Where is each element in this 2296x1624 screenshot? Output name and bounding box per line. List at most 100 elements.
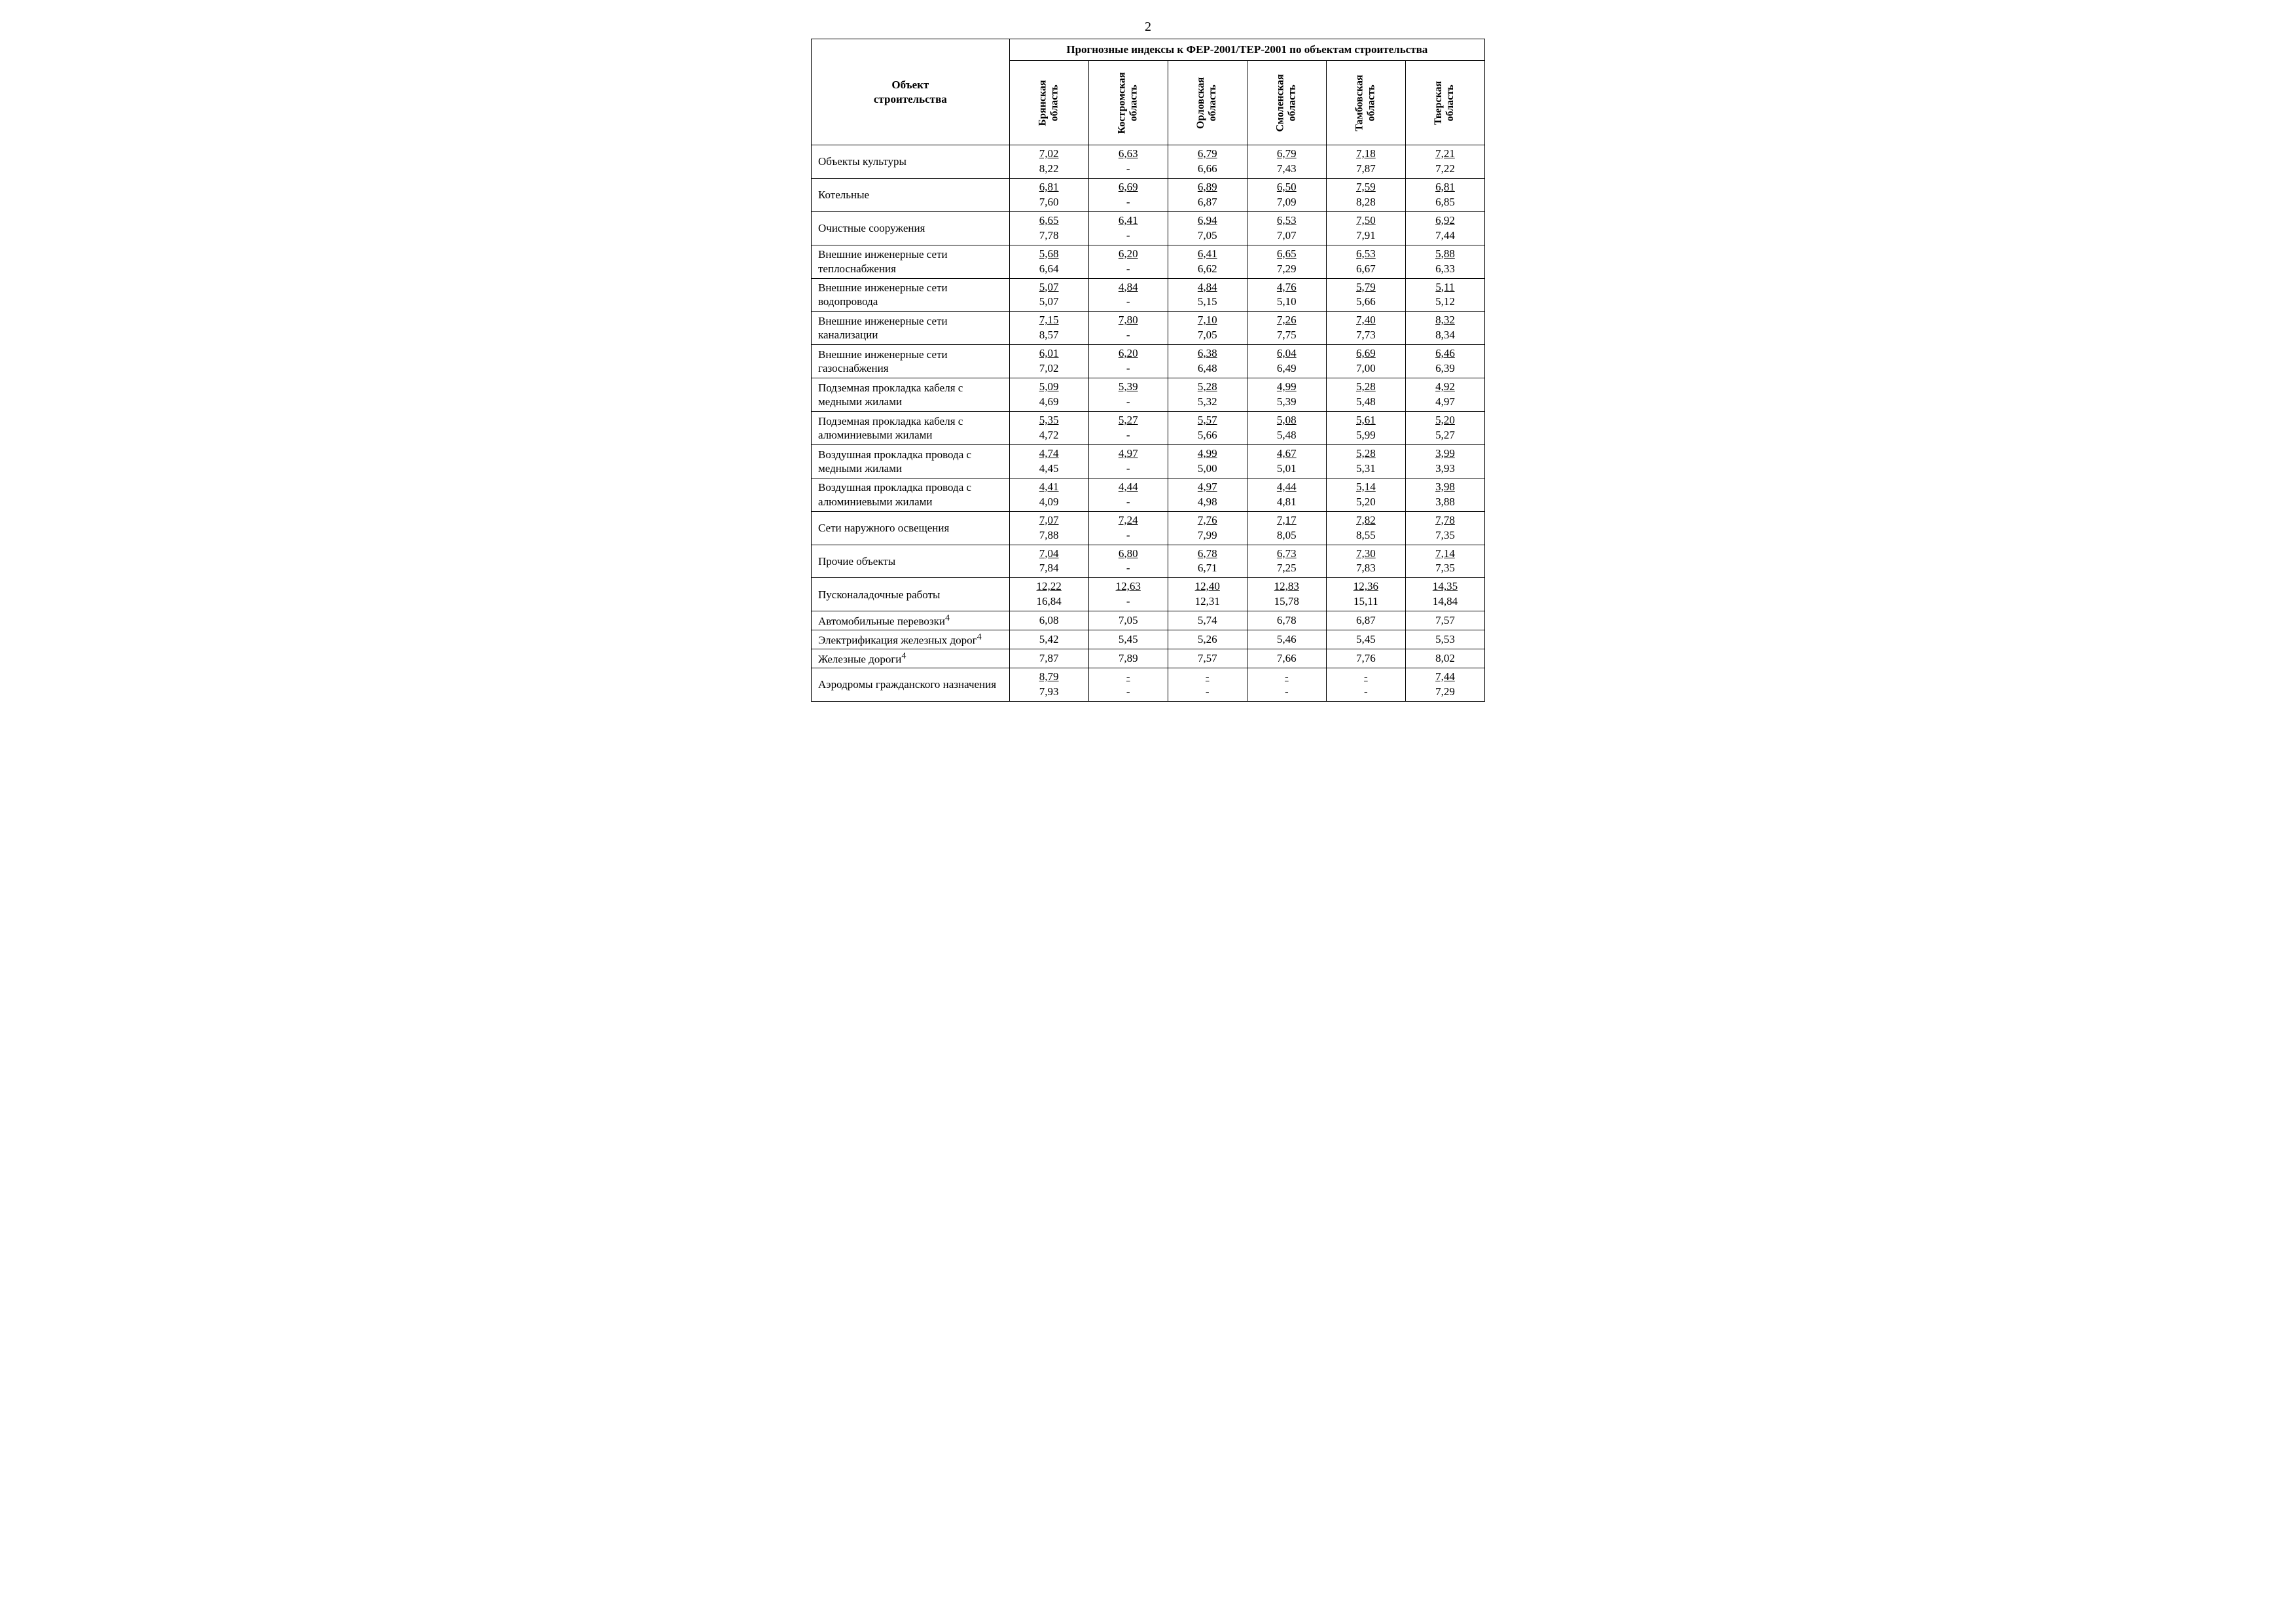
header-title: Прогнозные индексы к ФЕР-2001/ТЕР-2001 п… <box>1009 39 1484 61</box>
value-bottom: 4,45 <box>1013 461 1086 477</box>
data-cell: 5,615,99 <box>1326 412 1405 445</box>
region-header-1: Костромскаяобласть <box>1088 61 1168 145</box>
region-header-label: Смоленскаяобласть <box>1274 74 1299 132</box>
value-single: 5,53 <box>1435 633 1455 645</box>
data-cell: 6,537,07 <box>1247 211 1326 245</box>
value-top: 7,18 <box>1356 147 1376 162</box>
value-top: - <box>1206 670 1210 685</box>
value-bottom: 6,67 <box>1329 262 1403 277</box>
value-bottom: 6,71 <box>1171 561 1244 576</box>
value-bottom: 8,57 <box>1013 328 1086 343</box>
data-cell: 6,947,05 <box>1168 211 1247 245</box>
value-top: 6,81 <box>1435 180 1455 195</box>
data-cell: 5,886,33 <box>1405 245 1484 278</box>
data-cell: 6,80- <box>1088 545 1168 578</box>
data-cell: 5,354,72 <box>1009 412 1088 445</box>
data-cell: 7,767,99 <box>1168 511 1247 545</box>
value-bottom: 7,35 <box>1408 528 1482 543</box>
table-row: Электрификация железных дорог45,425,455,… <box>812 630 1485 649</box>
data-cell: 7,57 <box>1405 611 1484 630</box>
data-cell: 5,795,66 <box>1326 278 1405 312</box>
value-top: 14,35 <box>1433 579 1458 594</box>
value-top: 5,88 <box>1435 247 1455 262</box>
data-cell: 5,45 <box>1326 630 1405 649</box>
data-cell: 7,507,91 <box>1326 211 1405 245</box>
data-cell: 7,66 <box>1247 649 1326 668</box>
data-cell: 12,8315,78 <box>1247 578 1326 611</box>
table-row: Внешние инженерные сети канализации7,158… <box>812 312 1485 345</box>
value-top: - <box>1285 670 1289 685</box>
value-bottom: - <box>1092 195 1165 210</box>
value-single: 6,78 <box>1277 614 1297 626</box>
row-header-line-2: строительства <box>874 93 947 105</box>
value-top: 5,20 <box>1435 413 1455 428</box>
value-single: 7,89 <box>1119 652 1138 664</box>
value-top: 5,08 <box>1277 413 1297 428</box>
value-top: 12,22 <box>1037 579 1062 594</box>
value-bottom: 7,09 <box>1250 195 1323 210</box>
data-cell: 7,80- <box>1088 312 1168 345</box>
table-row: Очистные сооружения6,657,786,41-6,947,05… <box>812 211 1485 245</box>
value-top: 5,57 <box>1198 413 1217 428</box>
data-cell: 7,047,84 <box>1009 545 1088 578</box>
data-cell: 12,3615,11 <box>1326 578 1405 611</box>
value-bottom: 7,05 <box>1171 328 1244 343</box>
region-header-label: Костромскаяобласть <box>1116 72 1140 134</box>
value-top: 12,40 <box>1195 579 1220 594</box>
value-top: 6,69 <box>1119 180 1138 195</box>
table-row: Внешние инженерные сети водопровода5,075… <box>812 278 1485 312</box>
value-top: 7,82 <box>1356 513 1376 528</box>
table-row: Подземная прокладка кабеля с медными жил… <box>812 378 1485 412</box>
data-cell: 3,983,88 <box>1405 478 1484 511</box>
value-bottom: - <box>1171 685 1244 700</box>
value-bottom: 7,73 <box>1329 328 1403 343</box>
data-cell: 4,765,10 <box>1247 278 1326 312</box>
value-top: 6,01 <box>1039 346 1059 361</box>
value-bottom: - <box>1250 685 1323 700</box>
data-cell: 6,896,87 <box>1168 178 1247 211</box>
region-header-3: Смоленскаяобласть <box>1247 61 1326 145</box>
data-cell: 7,24- <box>1088 511 1168 545</box>
value-bottom: 7,25 <box>1250 561 1323 576</box>
value-top: 6,73 <box>1277 547 1297 562</box>
value-bottom: 7,29 <box>1408 685 1482 700</box>
data-cell: 6,416,62 <box>1168 245 1247 278</box>
value-bottom: 5,10 <box>1250 295 1323 310</box>
data-cell: 5,285,31 <box>1326 444 1405 478</box>
data-cell: 6,817,60 <box>1009 178 1088 211</box>
value-bottom: 6,49 <box>1250 361 1323 376</box>
value-top: 7,17 <box>1277 513 1297 528</box>
data-cell: 12,63- <box>1088 578 1168 611</box>
footnote-sup: 4 <box>977 632 982 642</box>
value-bottom: 5,66 <box>1329 295 1403 310</box>
page-number: 2 <box>811 20 1485 35</box>
value-top: 4,44 <box>1277 480 1297 495</box>
value-single: 5,74 <box>1198 614 1217 626</box>
value-bottom: - <box>1092 262 1165 277</box>
value-bottom: 7,44 <box>1408 228 1482 244</box>
data-cell: 4,444,81 <box>1247 478 1326 511</box>
value-top: 4,74 <box>1039 446 1059 461</box>
row-label: Внешние инженерные сети газоснабжения <box>812 345 1010 378</box>
value-single: 5,26 <box>1198 633 1217 645</box>
value-top: 4,84 <box>1119 280 1138 295</box>
data-cell: 5,74 <box>1168 611 1247 630</box>
value-top: 5,61 <box>1356 413 1376 428</box>
value-top: 6,92 <box>1435 213 1455 228</box>
data-cell: 5,46 <box>1247 630 1326 649</box>
value-top: 5,35 <box>1039 413 1059 428</box>
value-top: 4,99 <box>1277 380 1297 395</box>
data-cell: 5,075,07 <box>1009 278 1088 312</box>
value-top: 6,50 <box>1277 180 1297 195</box>
data-cell: 7,107,05 <box>1168 312 1247 345</box>
row-label: Внешние инженерные сети водопровода <box>812 278 1010 312</box>
data-cell: 6,87 <box>1326 611 1405 630</box>
value-bottom: - <box>1092 528 1165 543</box>
value-top: 8,79 <box>1039 670 1059 685</box>
data-cell: -- <box>1088 668 1168 701</box>
data-cell: 4,414,09 <box>1009 478 1088 511</box>
data-cell: 14,3514,84 <box>1405 578 1484 611</box>
table-row: Автомобильные перевозки46,087,055,746,78… <box>812 611 1485 630</box>
region-header-4: Тамбовскаяобласть <box>1326 61 1405 145</box>
data-cell: 7,828,55 <box>1326 511 1405 545</box>
